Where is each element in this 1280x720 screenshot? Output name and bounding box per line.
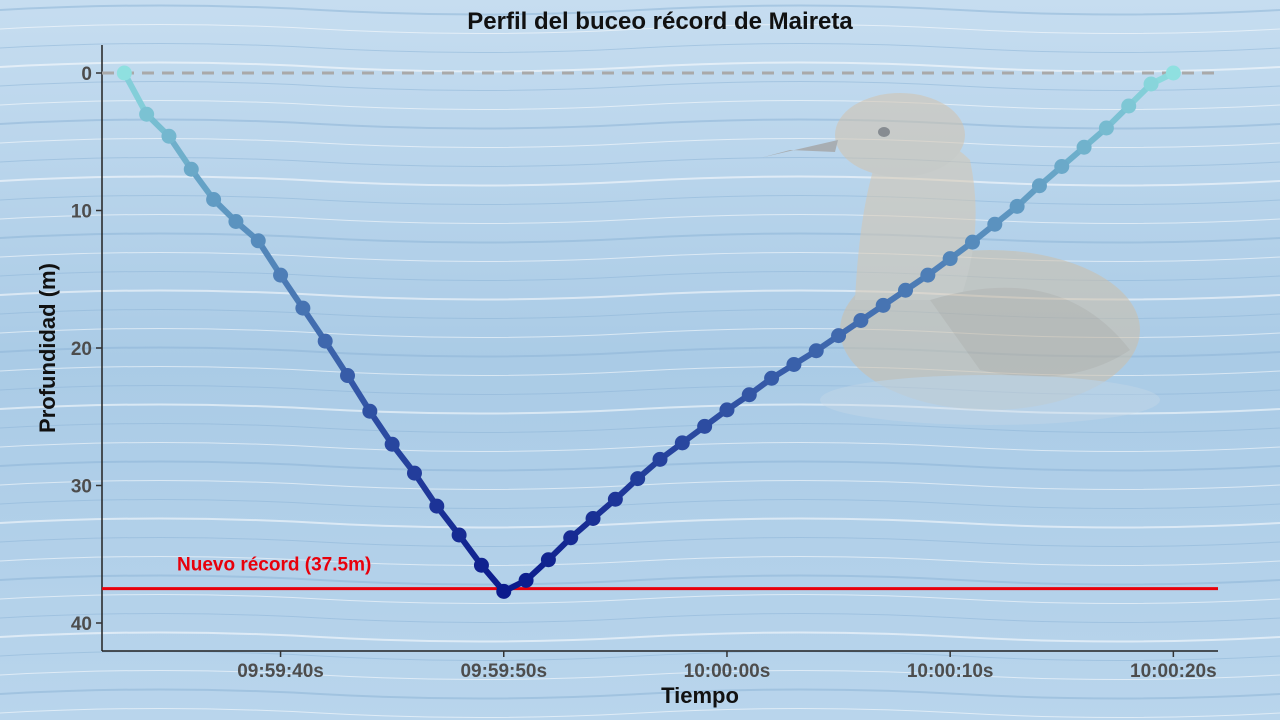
dive-depth-point [116, 65, 132, 81]
dive-depth-point [652, 451, 668, 467]
dive-depth-point [853, 313, 869, 328]
dive-depth-point [250, 233, 266, 249]
dive-depth-point [1165, 65, 1181, 81]
dive-depth-point [295, 300, 311, 316]
dive-depth-point [362, 403, 378, 419]
dive-depth-point [585, 511, 601, 526]
dive-depth-point [540, 552, 556, 568]
dive-depth-point [920, 267, 936, 283]
dive-depth-point [340, 368, 356, 383]
dive-depth-point [139, 106, 155, 122]
dive-depth-point [206, 192, 222, 207]
dive-depth-point [496, 583, 512, 599]
dive-depth-point [429, 498, 445, 514]
dive-depth-point [764, 370, 780, 386]
y-ticks: 0 10 20 30 40 [71, 64, 102, 635]
dive-depth-point [563, 530, 579, 546]
x-tick-label: 10:00:10s [907, 661, 994, 682]
y-tick-label: 10 [71, 202, 92, 223]
dive-depth-point [942, 251, 958, 267]
x-tick-label: 10:00:00s [684, 661, 771, 682]
y-tick-label: 0 [81, 64, 92, 85]
y-tick-label: 40 [71, 614, 92, 635]
dive-depth-point [607, 491, 623, 507]
x-axis-label: Tiempo [661, 683, 739, 708]
dive-depth-point [384, 436, 400, 452]
dive-depth-point [875, 297, 891, 313]
dive-depth-point [518, 572, 534, 588]
chart-title: Perfil del buceo récord de Maireta [467, 8, 853, 35]
dive-depth-point [273, 267, 289, 283]
dive-depth-point [630, 471, 646, 487]
dive-line-segment [121, 70, 150, 118]
dive-depth-point [406, 465, 422, 481]
dive-depth-point [317, 333, 333, 349]
shearwater-bird-image [760, 93, 1160, 425]
y-axis-label: Profundidad (m) [35, 263, 60, 433]
dive-depth-point [964, 234, 980, 250]
dive-depth-point [1076, 139, 1092, 155]
dive-depth-point [674, 435, 690, 451]
dive-depth-point [719, 402, 735, 418]
dive-depth-point [987, 216, 1003, 232]
dive-depth-point [1121, 98, 1137, 114]
dive-depth-point [473, 557, 489, 573]
x-tick-label: 09:59:40s [237, 661, 324, 682]
y-tick-label: 20 [71, 339, 92, 360]
x-tick-label: 10:00:20s [1130, 661, 1217, 682]
dive-depth-point [697, 418, 713, 434]
dive-depth-point [1143, 76, 1159, 92]
dive-depth-point [228, 214, 244, 229]
dive-depth-point [1009, 198, 1025, 214]
x-ticks: 09:59:40s 09:59:50s 10:00:00s 10:00:10s 10:0… [237, 651, 1217, 682]
x-tick-label: 09:59:50s [460, 661, 547, 682]
dive-depth-point [808, 343, 824, 359]
dive-depth-point [831, 328, 847, 344]
y-tick-label: 30 [71, 477, 92, 498]
dive-depth-point [1054, 159, 1070, 174]
dive-depth-point [451, 527, 467, 543]
dive-depth-point [786, 357, 802, 372]
dive-profile-points [116, 65, 1181, 599]
dive-depth-point [898, 282, 914, 298]
dive-depth-point [741, 387, 757, 403]
dive-depth-point [183, 161, 199, 177]
dive-depth-point [1031, 178, 1047, 194]
dive-depth-point [161, 128, 177, 144]
record-label: Nuevo récord (37.5m) [177, 555, 371, 576]
dive-depth-point [1098, 120, 1114, 136]
